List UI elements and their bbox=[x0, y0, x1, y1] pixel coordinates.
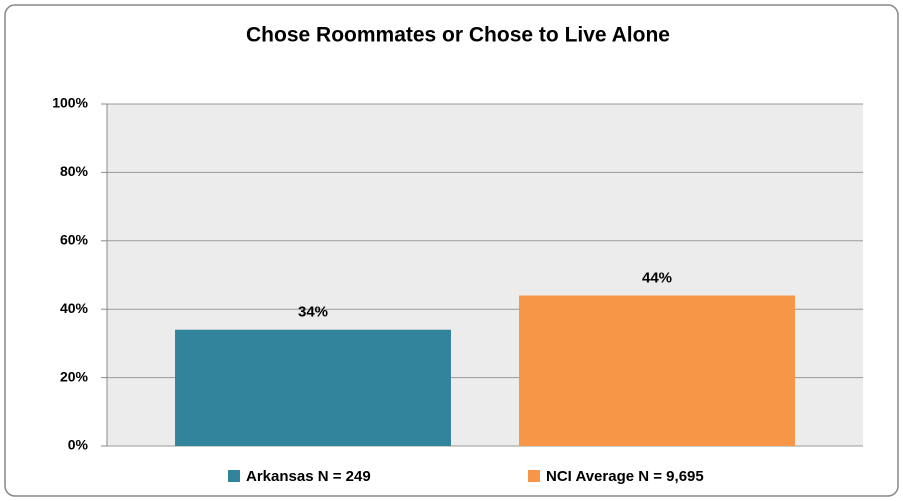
y-tick-label: 0% bbox=[68, 437, 89, 453]
legend-swatch bbox=[228, 470, 240, 482]
y-tick-label: 40% bbox=[60, 300, 89, 316]
y-tick-label: 60% bbox=[60, 232, 89, 248]
bar bbox=[175, 329, 451, 446]
chart-title: Chose Roommates or Chose to Live Alone bbox=[246, 24, 670, 47]
legend-swatch bbox=[528, 470, 540, 482]
legend-label: Arkansas N = 249 bbox=[246, 468, 371, 485]
y-tick-label: 100% bbox=[52, 95, 88, 111]
data-label: 44% bbox=[642, 269, 672, 286]
y-tick-label: 80% bbox=[60, 163, 89, 179]
y-tick-label: 20% bbox=[60, 368, 89, 384]
data-label: 34% bbox=[298, 304, 328, 321]
legend-label: NCI Average N = 9,695 bbox=[546, 468, 704, 485]
bar bbox=[519, 295, 795, 446]
